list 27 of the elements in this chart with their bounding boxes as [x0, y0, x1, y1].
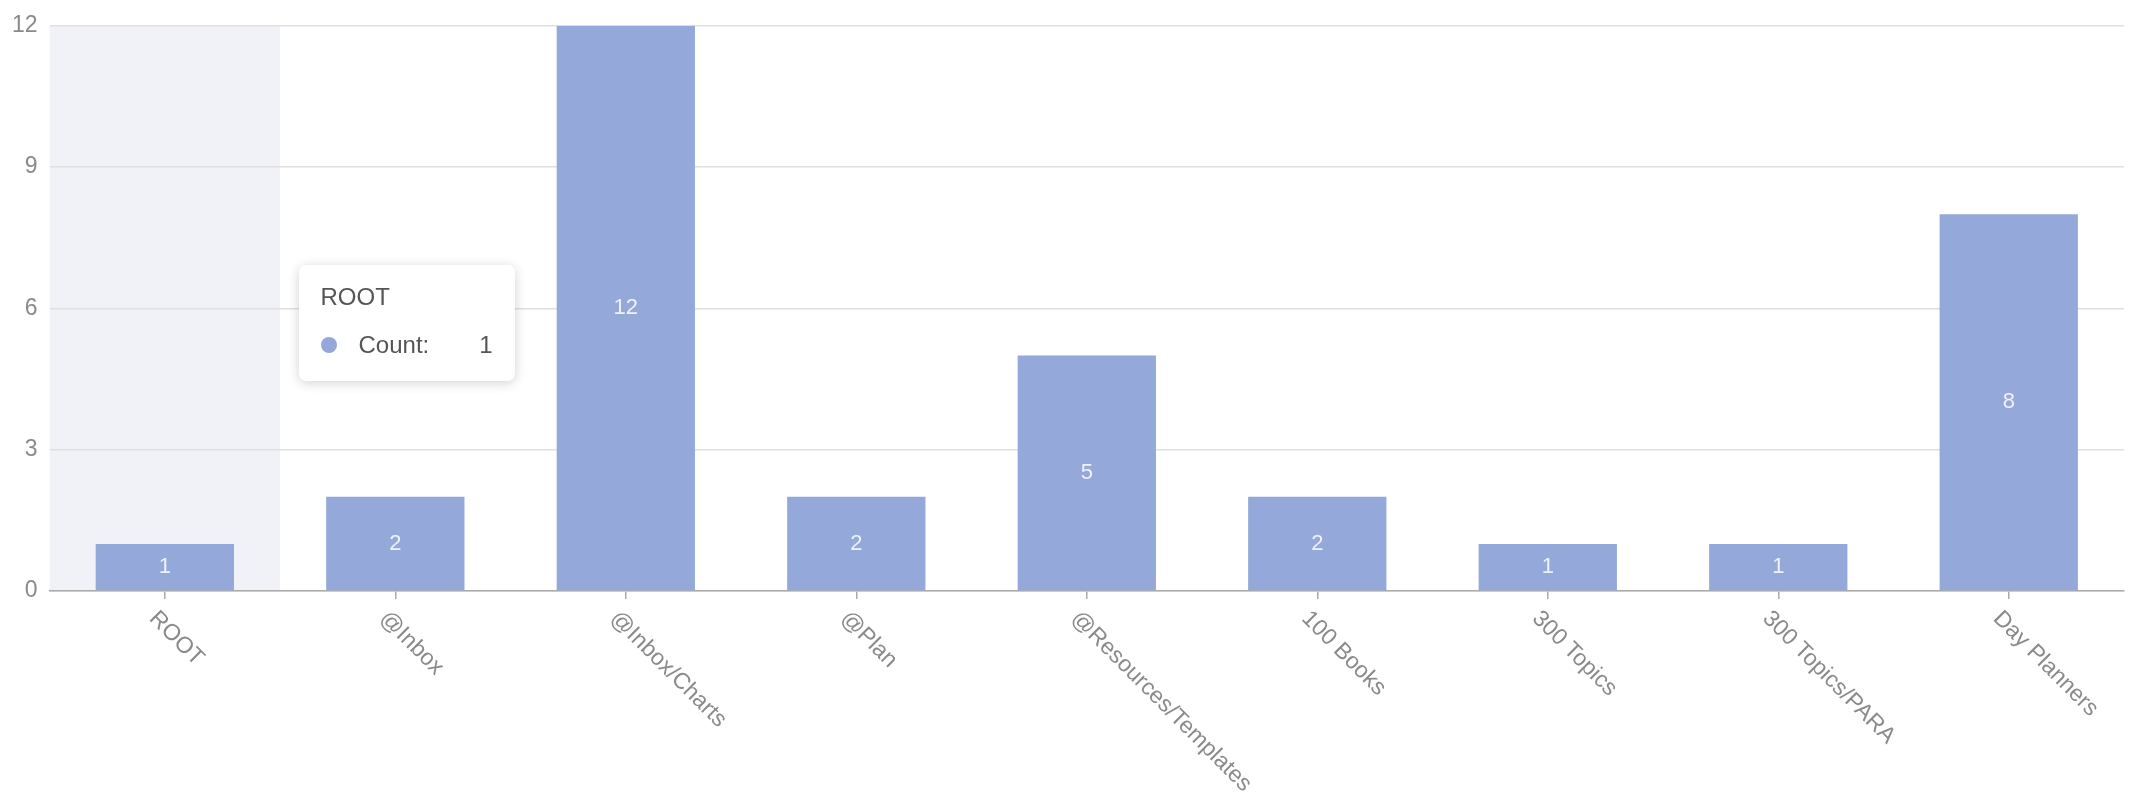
tooltip: ROOT Count: 1 [298, 264, 515, 381]
data-label: 1 [1541, 553, 1554, 579]
data-label: 2 [850, 529, 863, 555]
annotation: ROOT [320, 282, 391, 311]
bar [1709, 543, 1848, 591]
data-label: 1 [158, 553, 171, 579]
data-label: 2 [1311, 529, 1324, 555]
bar [787, 496, 926, 591]
bar [1248, 496, 1387, 591]
data-label: 12 [613, 294, 639, 320]
bar [1478, 543, 1617, 591]
data-label: 8 [2002, 388, 2015, 414]
annotation: 1 [479, 330, 493, 359]
annotation: Count: [358, 330, 430, 359]
data-label: 1 [1772, 553, 1785, 579]
bar [95, 543, 234, 591]
y-tick-label: 3 [24, 435, 38, 462]
bar [1017, 355, 1156, 591]
bar [556, 25, 695, 591]
y-tick-label: 9 [24, 152, 38, 179]
y-tick-label: 6 [24, 293, 38, 320]
data-label: 5 [1080, 458, 1093, 484]
bar [326, 496, 465, 591]
bar [1939, 214, 2078, 591]
y-tick-label: 0 [24, 576, 38, 603]
y-tick-label: 12 [11, 11, 38, 38]
data-label: 2 [389, 529, 402, 555]
